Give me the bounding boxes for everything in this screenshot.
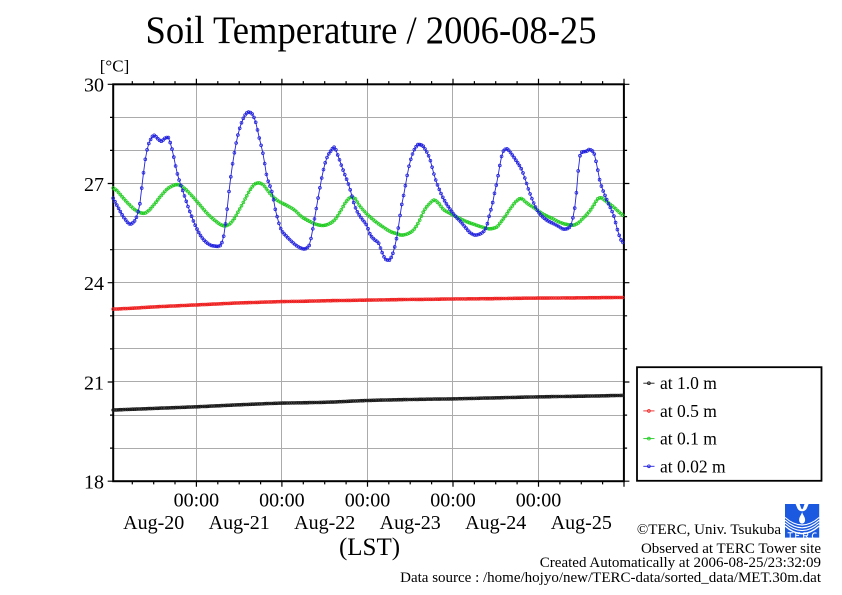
svg-text:00:00: 00:00 bbox=[430, 489, 476, 511]
svg-text:00:00: 00:00 bbox=[259, 489, 305, 511]
svg-text:00:00: 00:00 bbox=[174, 489, 220, 511]
svg-text:Aug-25: Aug-25 bbox=[551, 512, 612, 534]
svg-text:at 0.02 m: at 0.02 m bbox=[660, 456, 726, 476]
svg-text:at 0.1 m: at 0.1 m bbox=[660, 429, 717, 449]
svg-text:00:00: 00:00 bbox=[345, 489, 391, 511]
svg-text:21: 21 bbox=[84, 372, 104, 394]
svg-text:Aug-23: Aug-23 bbox=[380, 512, 441, 534]
svg-text:18: 18 bbox=[84, 472, 104, 494]
svg-text:Aug-21: Aug-21 bbox=[209, 512, 270, 534]
svg-text:at 1.0 m: at 1.0 m bbox=[660, 373, 717, 393]
svg-text:30: 30 bbox=[84, 75, 104, 97]
svg-text:©TERC, Univ. Tsukuba: ©TERC, Univ. Tsukuba bbox=[637, 522, 781, 538]
svg-text:Created Automatically at 2006-: Created Automatically at 2006-08-25/23:3… bbox=[540, 555, 821, 571]
svg-text:Data source : /home/hojyo/new/: Data source : /home/hojyo/new/TERC-data/… bbox=[400, 570, 822, 586]
svg-text:Observed at TERC Tower site: Observed at TERC Tower site bbox=[641, 541, 821, 557]
svg-text:00:00: 00:00 bbox=[516, 489, 562, 511]
svg-text:Aug-24: Aug-24 bbox=[465, 512, 526, 534]
svg-text:27: 27 bbox=[84, 174, 104, 196]
svg-text:at 0.5 m: at 0.5 m bbox=[660, 401, 717, 421]
svg-text:Aug-20: Aug-20 bbox=[123, 512, 184, 534]
svg-text:(LST): (LST) bbox=[339, 534, 400, 561]
svg-text:[°C]: [°C] bbox=[100, 57, 129, 76]
svg-text:Soil Temperature / 2006-08-25: Soil Temperature / 2006-08-25 bbox=[146, 9, 597, 52]
svg-text:Aug-22: Aug-22 bbox=[294, 512, 355, 534]
svg-text:24: 24 bbox=[84, 273, 104, 295]
